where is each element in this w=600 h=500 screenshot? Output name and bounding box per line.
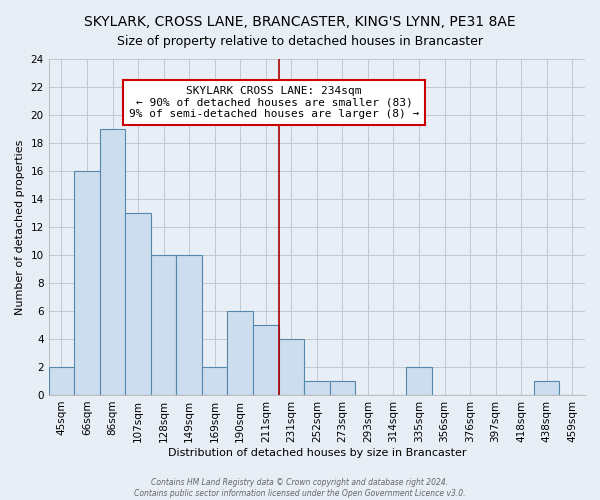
Bar (202, 367, 227, 395)
X-axis label: Distribution of detached houses by size in Brancaster: Distribution of detached houses by size … (167, 448, 466, 458)
Bar (49, 367, 74, 395)
Bar (100, 129, 125, 395)
Bar (278, 339, 304, 395)
Text: SKYLARK, CROSS LANE, BRANCASTER, KING'S LYNN, PE31 8AE: SKYLARK, CROSS LANE, BRANCASTER, KING'S … (84, 15, 516, 29)
Bar (329, 381, 355, 395)
Text: SKYLARK CROSS LANE: 234sqm
← 90% of detached houses are smaller (83)
9% of semi-: SKYLARK CROSS LANE: 234sqm ← 90% of deta… (129, 86, 419, 119)
Bar (151, 255, 176, 395)
Text: Contains HM Land Registry data © Crown copyright and database right 2024.
Contai: Contains HM Land Registry data © Crown c… (134, 478, 466, 498)
Bar (406, 367, 432, 395)
Bar (253, 325, 278, 395)
Bar (304, 381, 329, 395)
Text: Size of property relative to detached houses in Brancaster: Size of property relative to detached ho… (117, 35, 483, 48)
Bar (534, 381, 559, 395)
Bar (125, 213, 151, 395)
Bar (176, 255, 202, 395)
Bar (74, 171, 100, 395)
Bar (227, 311, 253, 395)
Y-axis label: Number of detached properties: Number of detached properties (15, 140, 25, 314)
